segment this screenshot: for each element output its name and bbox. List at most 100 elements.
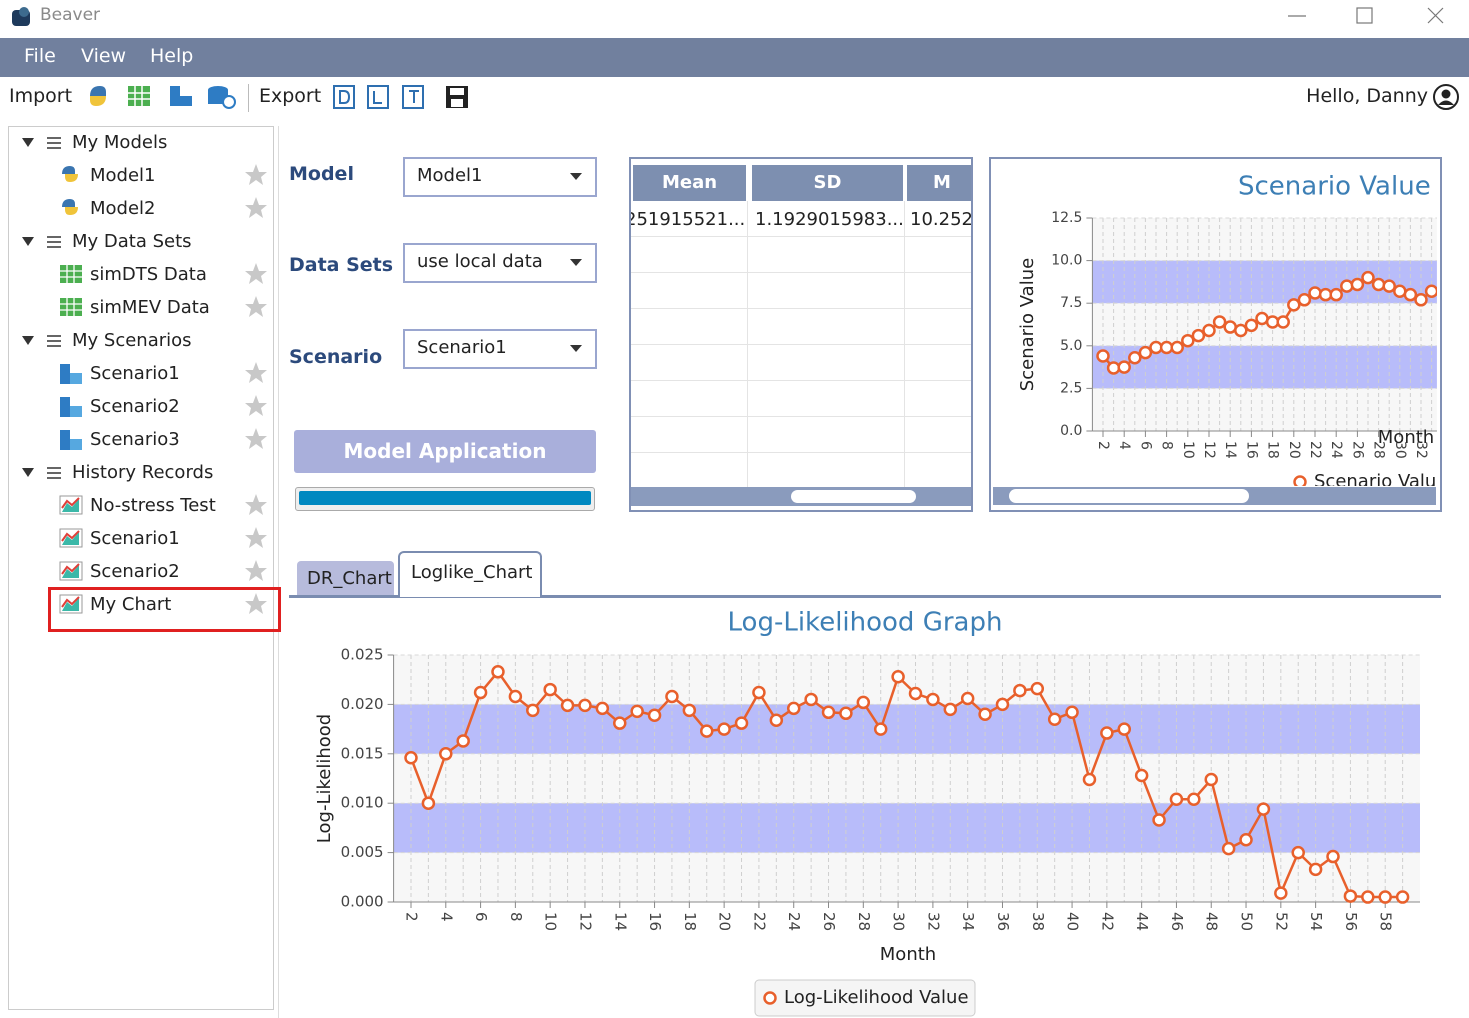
tree-item-label[interactable]: Scenario1 — [90, 363, 180, 384]
scroll-thumb[interactable] — [1009, 489, 1249, 503]
tree-group-label[interactable]: My Models — [72, 132, 168, 153]
x-tick-label: 34 — [959, 912, 977, 931]
table-scrollbar[interactable] — [631, 487, 971, 506]
favorite-star[interactable] — [244, 427, 268, 451]
data-point — [856, 695, 871, 710]
x-tick-label: 2 — [1095, 441, 1111, 450]
x-tick-label: 28 — [855, 912, 873, 931]
select-value[interactable]: Model1 — [417, 165, 483, 186]
tree-item-label[interactable]: simMEV Data — [90, 297, 210, 318]
chart-scrollbar[interactable] — [993, 487, 1436, 505]
x-tick-label: 32 — [924, 912, 942, 931]
export-icons[interactable] — [330, 82, 475, 112]
data-point — [786, 701, 801, 716]
data-point — [1013, 683, 1027, 698]
data-point — [473, 685, 488, 700]
favorite-star[interactable] — [244, 592, 268, 616]
tab-label[interactable]: Loglike_Chart — [411, 562, 533, 583]
select-value[interactable]: Scenario1 — [417, 337, 507, 358]
y-tick-label: 0.005 — [341, 843, 384, 861]
favorite-star[interactable] — [244, 262, 268, 286]
tree-expander[interactable] — [22, 468, 34, 477]
data-point — [1382, 279, 1396, 293]
tree-group-label[interactable]: History Records — [72, 462, 214, 483]
tree-item-label[interactable]: Scenario1 — [90, 528, 180, 549]
tab[interactable] — [297, 561, 394, 595]
data-point — [578, 698, 592, 713]
tree-item-label[interactable]: No-stress Test — [90, 495, 216, 516]
data-point — [560, 698, 575, 713]
x-axis-label: Month — [1378, 427, 1434, 448]
menu-item[interactable]: View — [81, 45, 127, 67]
favorite-star[interactable] — [244, 163, 268, 187]
window-controls[interactable] — [1280, 0, 1469, 34]
tree-expander[interactable] — [22, 237, 34, 246]
x-tick-label: 38 — [1029, 912, 1047, 931]
series-line — [409, 669, 1403, 899]
data-point — [1414, 293, 1428, 307]
user-icon[interactable] — [1432, 83, 1460, 111]
table-cell[interactable]: 10.252 — [910, 209, 973, 230]
tree-item-label[interactable]: My Chart — [90, 594, 172, 615]
x-tick-label: 20 — [1286, 441, 1302, 459]
x-axis-label: Month — [880, 944, 936, 965]
tree-item-label[interactable]: Scenario2 — [90, 396, 180, 417]
favorite-star[interactable] — [244, 361, 268, 385]
select-box[interactable] — [403, 157, 597, 197]
y-axis-label: Scenario Value — [1017, 258, 1038, 391]
tree-item-label[interactable]: Model2 — [90, 198, 156, 219]
data-point — [1100, 726, 1114, 740]
select-box[interactable] — [403, 329, 597, 369]
data-point — [1202, 323, 1216, 338]
tree-expander[interactable] — [22, 336, 34, 345]
data-point — [1082, 772, 1097, 787]
tree-group-label[interactable]: My Scenarios — [72, 330, 192, 351]
tab-active[interactable] — [398, 551, 542, 597]
favorite-star[interactable] — [244, 196, 268, 220]
favorite-star[interactable] — [244, 394, 268, 418]
y-tick-label: 0.020 — [341, 695, 384, 713]
favorite-star[interactable] — [244, 493, 268, 517]
model-application-button[interactable] — [294, 430, 596, 473]
menu-item[interactable]: Help — [150, 45, 194, 67]
data-point — [960, 691, 975, 706]
item-icon — [62, 199, 78, 215]
tree-item-label[interactable]: Scenario2 — [90, 561, 180, 582]
row-divider — [631, 380, 971, 381]
menu-bar — [0, 38, 1469, 77]
column-header[interactable]: Mean — [633, 165, 746, 201]
y-tick-label: 0.015 — [341, 744, 384, 762]
x-tick-label: 18 — [681, 912, 699, 931]
item-icon — [60, 397, 82, 417]
tree-item-label[interactable]: simDTS Data — [90, 264, 207, 285]
favorite-star[interactable] — [244, 559, 268, 583]
tree-item-label[interactable]: Scenario3 — [90, 429, 180, 450]
select-value[interactable]: use local data — [417, 251, 543, 272]
column-header[interactable]: M — [907, 165, 971, 201]
tree-group-label[interactable]: My Data Sets — [72, 231, 192, 252]
favorite-star[interactable] — [244, 526, 268, 550]
column-header[interactable]: SD — [752, 165, 903, 201]
data-point — [908, 686, 923, 701]
tree-expander[interactable] — [22, 138, 34, 147]
menu-item[interactable]: File — [24, 45, 56, 67]
item-icon — [60, 298, 82, 316]
data-point — [1117, 360, 1131, 374]
import-icons[interactable] — [84, 82, 244, 112]
data-point — [1128, 350, 1142, 365]
tree-item-label[interactable]: Model1 — [90, 165, 156, 186]
x-tick-label: 52 — [1272, 912, 1290, 931]
select-arrow — [570, 259, 582, 266]
y-tick-label: 0.025 — [341, 646, 384, 664]
table-cell[interactable]: 251915521... — [629, 209, 746, 230]
legend-box — [754, 979, 976, 1017]
data-point — [1287, 298, 1301, 312]
tab-label[interactable]: DR_Chart — [307, 568, 392, 589]
tree-panel — [8, 126, 274, 1010]
table-cell[interactable]: 1.1929015983... — [755, 209, 904, 230]
favorite-star[interactable] — [244, 295, 268, 319]
scroll-thumb[interactable] — [791, 490, 916, 503]
data-point — [1187, 792, 1201, 806]
select-box[interactable] — [403, 243, 597, 283]
